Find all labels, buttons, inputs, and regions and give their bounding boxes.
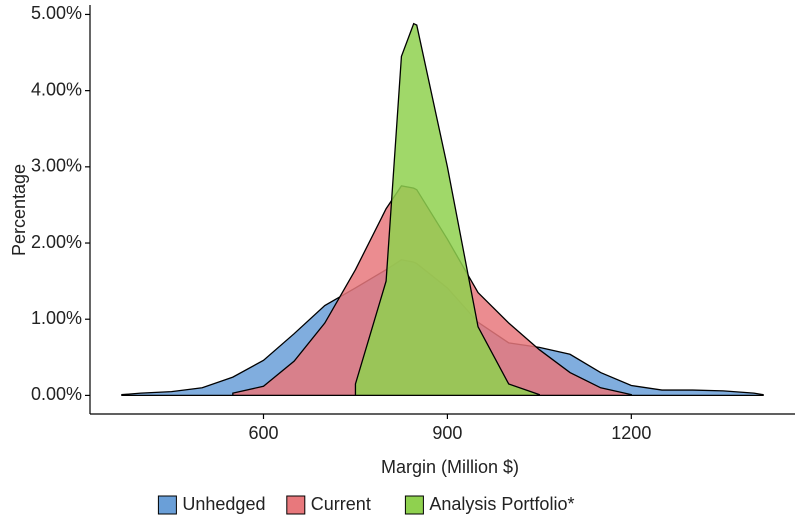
y-tick-label: 0.00% xyxy=(31,384,82,404)
y-tick-label: 3.00% xyxy=(31,156,82,176)
y-tick-label: 2.00% xyxy=(31,232,82,252)
legend-swatch xyxy=(286,495,306,515)
y-tick-label: 4.00% xyxy=(31,79,82,99)
legend-label: Unhedged xyxy=(182,494,265,514)
x-tick-label: 900 xyxy=(432,423,462,443)
density-area xyxy=(354,22,541,397)
legend-swatch xyxy=(404,495,424,515)
x-tick-label: 600 xyxy=(248,423,278,443)
y-axis-title: Percentage xyxy=(9,164,29,256)
x-axis-title: Margin (Million $) xyxy=(381,457,519,477)
x-tick-label: 1200 xyxy=(611,423,651,443)
legend-swatch xyxy=(157,495,177,515)
legend-label: Current xyxy=(311,494,371,514)
y-tick-label: 5.00% xyxy=(31,3,82,23)
y-tick-label: 1.00% xyxy=(31,308,82,328)
legend-label: Analysis Portfolio* xyxy=(429,494,574,514)
